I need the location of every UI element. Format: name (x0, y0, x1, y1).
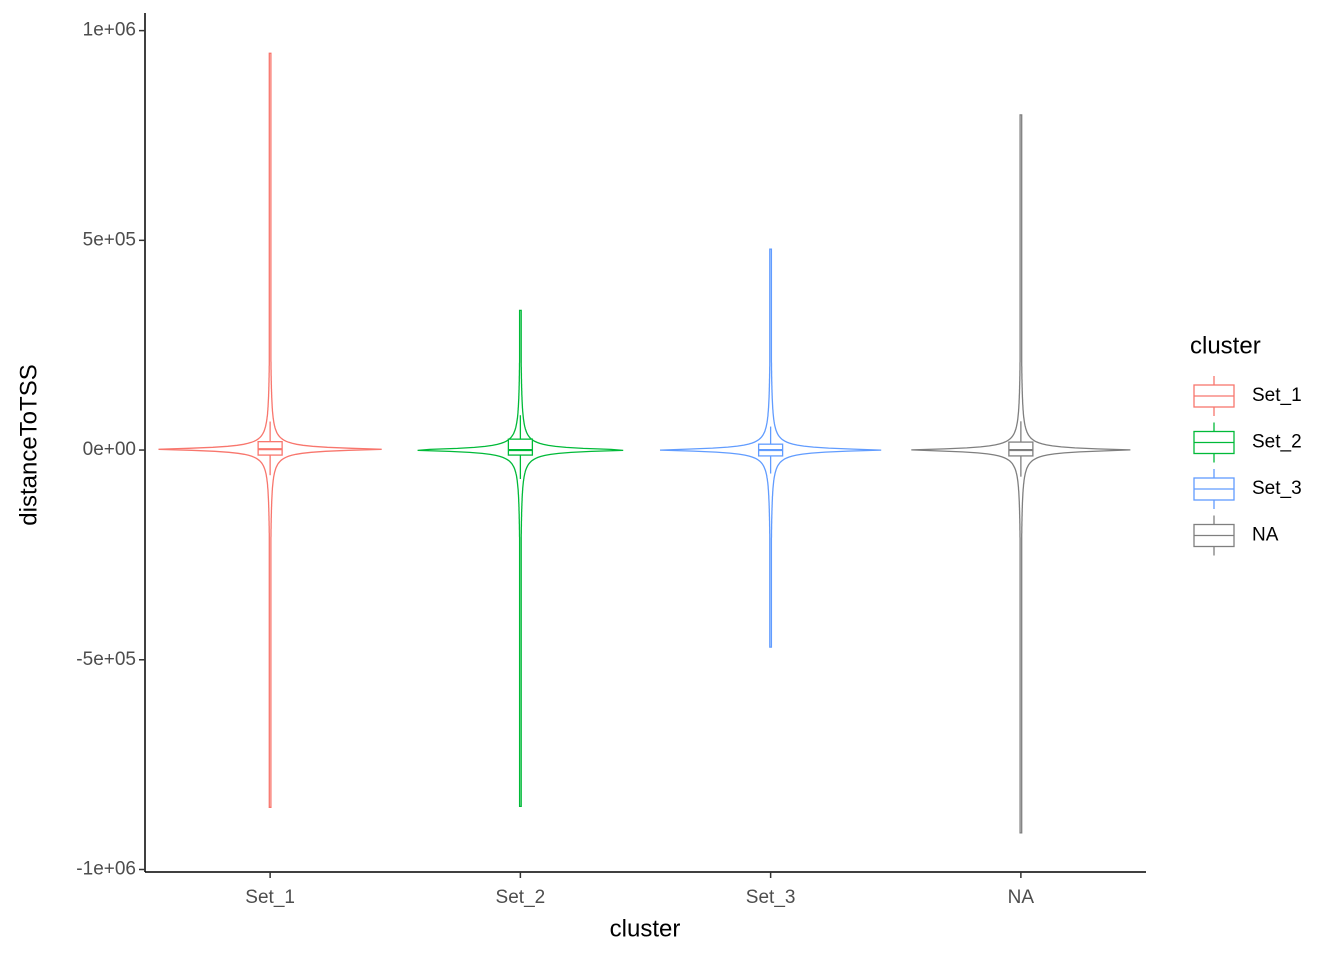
legend-label: Set_2 (1252, 432, 1302, 453)
violin (417, 309, 624, 808)
legend-label: Set_1 (1252, 385, 1302, 406)
x-tick-label: Set_2 (496, 887, 546, 908)
legend-title: cluster (1190, 332, 1261, 359)
y-axis-title: distanceToTSS (15, 364, 42, 525)
x-tick-label: NA (1008, 887, 1035, 908)
legend-label: Set_3 (1252, 478, 1302, 499)
x-axis-title: cluster (610, 915, 681, 942)
violin (158, 52, 382, 808)
violin (659, 248, 882, 648)
y-tick-label: -5e+05 (76, 649, 136, 670)
violin (911, 114, 1131, 834)
box (507, 438, 534, 456)
legend-label: NA (1252, 525, 1279, 546)
x-tick-label: Set_1 (245, 887, 295, 908)
y-tick-label: -1e+06 (76, 858, 136, 879)
x-tick-label: Set_3 (746, 887, 796, 908)
y-tick-label: 0e+00 (83, 439, 136, 460)
y-tick-label: 1e+06 (83, 20, 136, 41)
y-tick-label: 5e+05 (83, 229, 136, 250)
